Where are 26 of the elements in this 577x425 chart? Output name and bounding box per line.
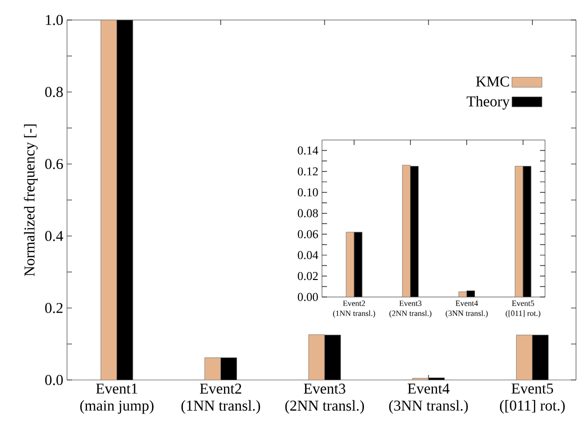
y-tick-label: 1.0 — [46, 14, 63, 26]
x-tick-label: Event4 (3NN transl.) — [446, 300, 488, 318]
x-tick-label: Event5 ([011] rot.) — [506, 300, 540, 318]
x-tick-label: Event3 (2NN transl.) — [285, 384, 364, 414]
y-tick-label: 0.8 — [45, 86, 63, 98]
x-tick-label: Event5 ([011] rot.) — [500, 384, 565, 414]
y-tick-label: 0.10 — [298, 188, 318, 196]
x-tick-label: Event1 (main jump) — [80, 384, 154, 414]
legend-label: KMC — [476, 76, 509, 87]
y-tick-label: 0.4 — [45, 230, 64, 242]
y-tick-label: 0.12 — [298, 167, 318, 176]
y-tick-label: 0.00 — [298, 292, 318, 302]
y-axis-title: Normalized frequency [-] — [24, 124, 38, 276]
x-tick-label: Event2 (1NN transl.) — [181, 384, 260, 414]
x-tick-label: Event2 (1NN transl.) — [333, 300, 376, 318]
x-tick-label: Event4 (3NN transl.) — [389, 384, 468, 414]
x-tick-label: Event3 (2NN transl.) — [389, 300, 432, 318]
y-tick-label: 0.04 — [298, 251, 318, 260]
y-tick-label: 0.2 — [45, 302, 63, 314]
y-tick-label: 0.08 — [298, 209, 318, 218]
y-tick-label: 0.0 — [45, 374, 63, 386]
y-tick-label: 0.14 — [298, 146, 318, 155]
legend-label: Theory — [466, 96, 510, 110]
y-tick-label: 0.06 — [298, 230, 318, 238]
y-tick-label: 0.6 — [45, 158, 63, 170]
y-tick-label: 0.02 — [298, 272, 318, 280]
